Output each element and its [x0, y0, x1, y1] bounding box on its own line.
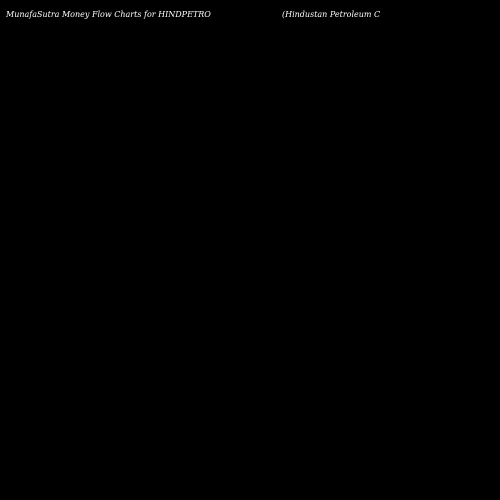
chart-subtitle: (Hindustan Petroleum C [282, 10, 380, 19]
chart-title: MunafaSutra Money Flow Charts for HINDPE… [5, 10, 211, 19]
